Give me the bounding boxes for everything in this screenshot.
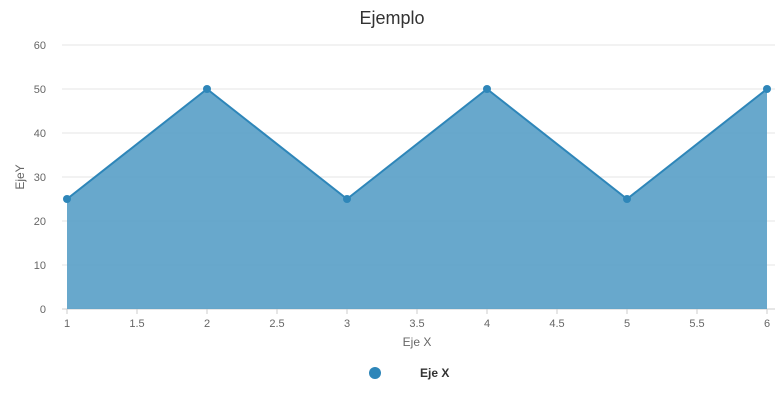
y-tick-label: 10 [34, 260, 46, 272]
x-tick-label: 5.5 [689, 318, 704, 330]
legend-label[interactable]: Eje X [420, 366, 449, 380]
y-tick-label: 0 [40, 304, 46, 316]
plot-area [63, 85, 771, 309]
series-area-fill [67, 89, 767, 309]
x-tick-label: 2 [204, 318, 210, 330]
legend[interactable]: Eje X [369, 366, 449, 380]
x-tick-label: 4.5 [549, 318, 564, 330]
data-point[interactable] [763, 85, 771, 93]
data-point[interactable] [343, 195, 351, 203]
data-point[interactable] [203, 85, 211, 93]
y-axis-title: EjeY [13, 164, 27, 189]
series-line [66, 88, 768, 200]
data-point[interactable] [483, 85, 491, 93]
x-tick-label: 6 [764, 318, 770, 330]
y-tick-label: 60 [34, 40, 46, 52]
data-point[interactable] [623, 195, 631, 203]
y-tick-label: 30 [34, 172, 46, 184]
data-point[interactable] [63, 195, 71, 203]
x-tick-label: 3.5 [409, 318, 424, 330]
axis-ticks: 0 10 20 30 40 50 60 1 1.5 2 2.5 3 3.5 4 4.5 5 5.5 6 [34, 40, 770, 330]
x-tick-label: 2.5 [269, 318, 284, 330]
x-tick-label: 3 [344, 318, 350, 330]
y-tick-label: 20 [34, 216, 46, 228]
x-axis-title: Eje X [403, 335, 432, 349]
y-tick-label: 50 [34, 84, 46, 96]
x-tick-label: 5 [624, 318, 630, 330]
x-tick-label: 1 [64, 318, 70, 330]
chart-title: Ejemplo [359, 8, 424, 28]
x-tick-label: 1.5 [129, 318, 144, 330]
y-tick-label: 40 [34, 128, 46, 140]
x-tick-label: 4 [484, 318, 490, 330]
legend-marker[interactable] [369, 367, 381, 379]
